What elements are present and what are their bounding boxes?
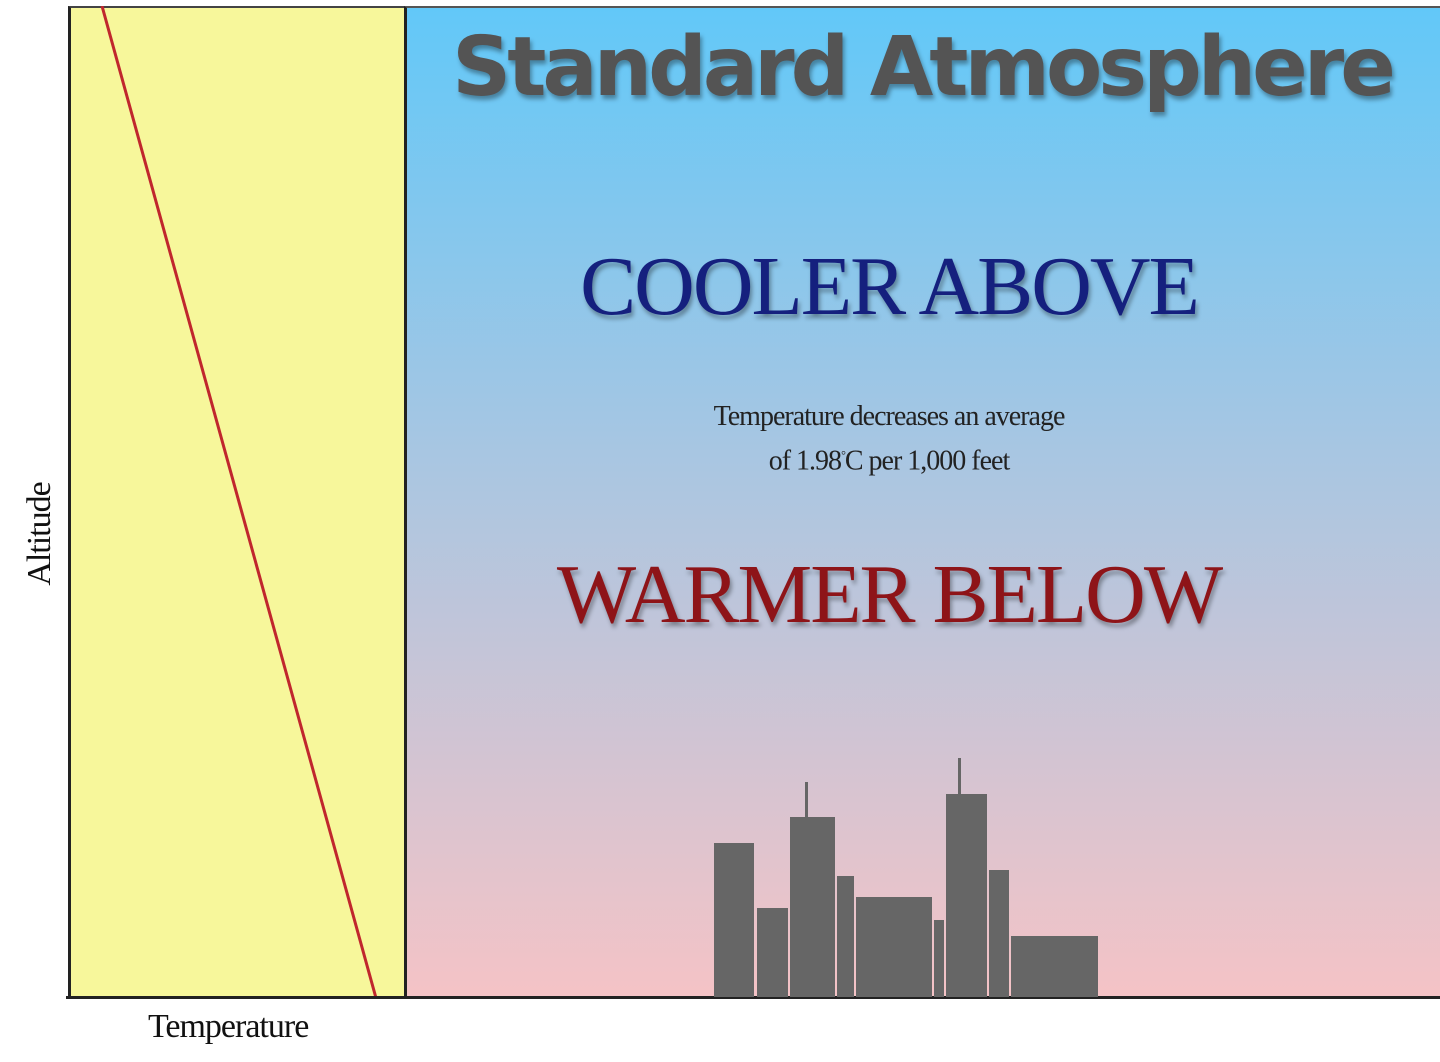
- x-axis-label: Temperature: [148, 1008, 309, 1045]
- degree-symbol: °: [841, 448, 846, 462]
- lapse-rate-note-suffix: C per 1,000 feet: [844, 445, 1010, 477]
- diagram-title: Standard Atmosphere: [452, 20, 1396, 115]
- warmer-below-caption: WARMER BELOW: [556, 548, 1223, 641]
- temperature-altitude-graph: [68, 6, 405, 998]
- sky-panel: [404, 6, 1440, 998]
- lapse-rate-note: Temperature decreases an average of 1.98…: [404, 398, 1374, 480]
- ground-line: [66, 996, 1440, 999]
- lapse-rate-line: [100, 6, 378, 998]
- y-axis-label: Altitude: [21, 482, 58, 586]
- lapse-rate-note-prefix: of 1.98: [768, 445, 842, 477]
- cooler-above-caption: COOLER ABOVE: [580, 240, 1200, 333]
- lapse-rate-note-line1: Temperature decreases an average: [713, 401, 1066, 432]
- lapse-rate-graph-svg: [100, 6, 378, 998]
- lapse-rate-note-line2: of 1.98°C per 1,000 feet: [404, 436, 1374, 480]
